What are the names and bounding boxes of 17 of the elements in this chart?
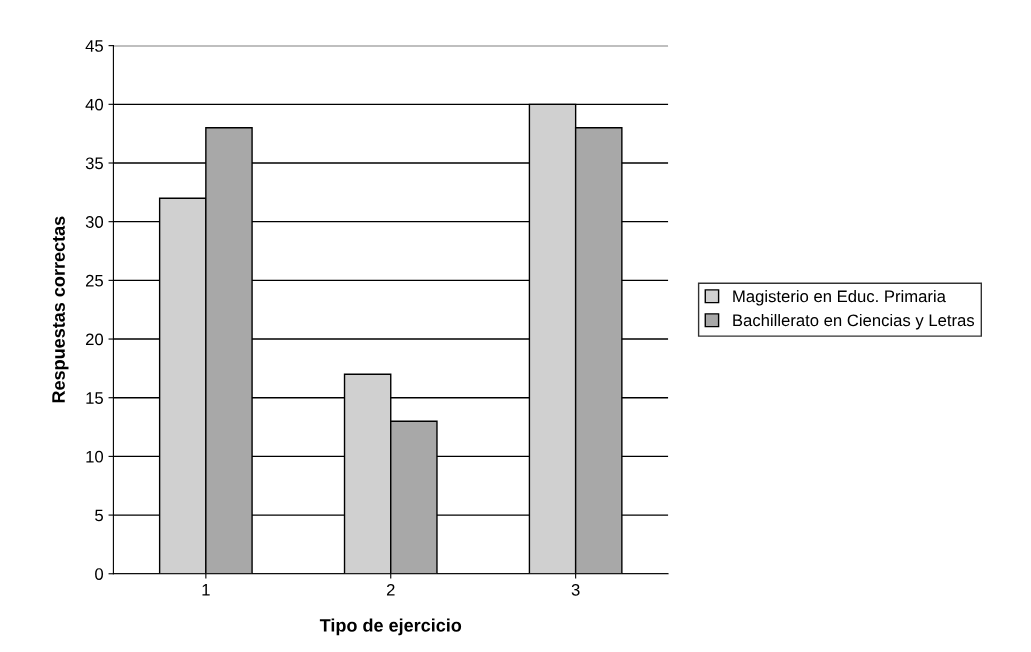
legend-label: Magisterio en Educ. Primaria bbox=[733, 290, 946, 306]
y-tick-label: 35 bbox=[85, 157, 103, 170]
y-tick-label: 5 bbox=[95, 509, 103, 522]
x-tick-label: 3 bbox=[571, 583, 580, 596]
y-tick-label: 45 bbox=[85, 40, 103, 52]
legend-label: Bachillerato en Ciencias y Letras bbox=[733, 313, 975, 330]
y-tick-label: 10 bbox=[86, 450, 104, 463]
y-axis-title: Respuestas correctas bbox=[52, 216, 69, 403]
x-axis-title: Tipo de ejercicio bbox=[319, 618, 462, 636]
y-tick-label: 40 bbox=[85, 98, 104, 111]
x-tick-label: 2 bbox=[386, 583, 395, 596]
y-tick-label: 20 bbox=[85, 333, 104, 346]
x-tick-label: 1 bbox=[202, 584, 210, 596]
y-tick-label: 25 bbox=[85, 274, 103, 287]
y-tick-label: 15 bbox=[86, 392, 103, 404]
y-tick-label: 30 bbox=[85, 216, 104, 228]
y-tick-label: 0 bbox=[95, 568, 104, 580]
